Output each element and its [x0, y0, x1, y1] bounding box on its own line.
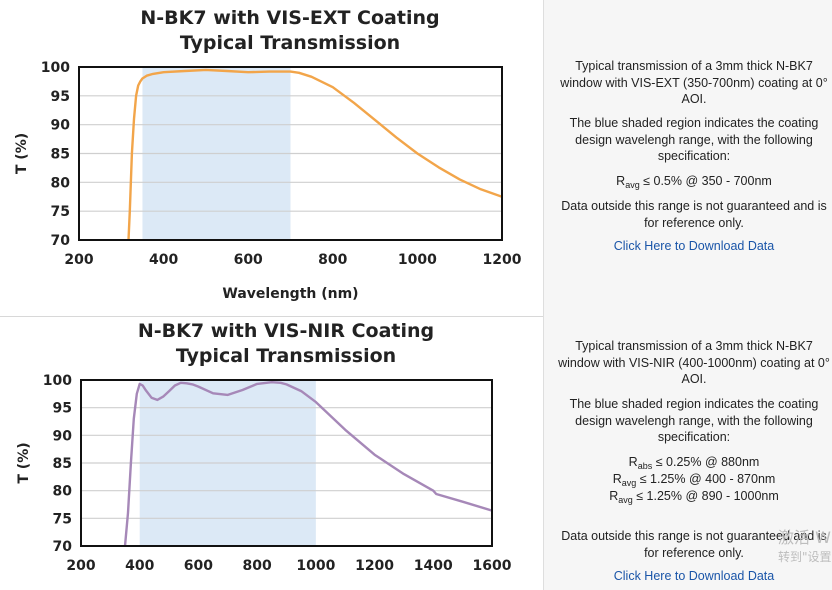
chart-title: N-BK7 with VIS-NIR Coating: [138, 320, 434, 342]
x-tick-label: 1200: [355, 558, 394, 574]
x-axis-label: Wavelength (nm): [222, 286, 358, 302]
y-tick-label: 75: [51, 204, 70, 220]
y-axis-label: T (%): [16, 442, 32, 483]
x-tick-label: 1200: [483, 252, 522, 268]
reference-note: Data outside this range is not guarantee…: [561, 199, 827, 230]
chart-cell-vis-ext: N-BK7 with VIS-EXT Coating Typical Transm…: [0, 0, 543, 316]
y-tick-label: 100: [41, 60, 70, 76]
bottom-panel: N-BK7 with VIS-NIR Coating Typical Transm…: [0, 316, 832, 590]
x-tick-label: 1000: [296, 558, 335, 574]
transmission-series-line: [127, 68, 502, 240]
download-data-link[interactable]: Click Here to Download Data: [613, 569, 775, 583]
x-tick-label: 200: [66, 558, 95, 574]
x-tick-label: 1000: [398, 252, 437, 268]
chart-vis-nir: N-BK7 with VIS-NIR Coating Typical Transm…: [16, 320, 512, 574]
y-tick-label: 90: [53, 428, 73, 444]
y-tick-label: 70: [51, 233, 71, 249]
y-tick-label: 85: [51, 147, 70, 163]
spec-line-1: Rabs ≤ 0.25% @ 880nm: [628, 455, 760, 471]
y-tick-label: 90: [51, 118, 71, 134]
y-tick-label: 80: [53, 484, 73, 500]
info-cell-vis-nir: Typical transmission of a 3mm thick N-BK…: [543, 316, 832, 590]
shaded-region-note: The blue shaded region indicates the coa…: [569, 116, 819, 163]
plot-frame: [80, 379, 493, 547]
x-tick-label: 400: [125, 558, 154, 574]
reference-note: Data outside this range is not guarantee…: [561, 529, 827, 560]
y-tick-label: 95: [51, 89, 70, 105]
y-axis-label: T (%): [14, 133, 30, 174]
y-tick-label: 70: [53, 539, 73, 555]
x-tick-label: 800: [318, 252, 347, 268]
spec-line-3: Ravg ≤ 1.25% @ 890 - 1000nm: [609, 489, 779, 505]
plot-frame: [78, 66, 503, 241]
y-tick-label: 85: [53, 456, 72, 472]
description-text: Typical transmission of a 3mm thick N-BK…: [560, 59, 828, 106]
activation-watermark-line1: 激活 W: [778, 528, 831, 547]
shaded-region-note: The blue shaded region indicates the coa…: [569, 397, 819, 444]
description-text: Typical transmission of a 3mm thick N-BK…: [558, 339, 830, 386]
chart-title: N-BK7 with VIS-EXT Coating: [140, 7, 439, 29]
x-tick-label: 400: [149, 252, 178, 268]
y-tick-label: 95: [53, 401, 72, 417]
activation-watermark-line2: 转到"设置: [778, 550, 832, 564]
y-tick-label: 75: [53, 511, 72, 527]
x-tick-label: 600: [184, 558, 213, 574]
y-tick-label: 100: [43, 373, 72, 389]
download-data-link[interactable]: Click Here to Download Data: [613, 239, 775, 253]
x-tick-label: 1400: [414, 558, 453, 574]
x-tick-label: 200: [64, 252, 93, 268]
x-tick-label: 600: [234, 252, 263, 268]
top-panel: N-BK7 with VIS-EXT Coating Typical Transm…: [0, 0, 832, 316]
y-tick-label: 80: [51, 175, 71, 191]
x-tick-label: 1600: [473, 558, 512, 574]
chart-cell-vis-nir: N-BK7 with VIS-NIR Coating Typical Transm…: [0, 316, 543, 590]
chart-subtitle: Typical Transmission: [180, 32, 400, 54]
chart-vis-ext: N-BK7 with VIS-EXT Coating Typical Transm…: [14, 7, 522, 302]
transmission-series-line: [123, 380, 492, 546]
chart-subtitle: Typical Transmission: [176, 345, 396, 367]
spec-line-2: Ravg ≤ 1.25% @ 400 - 870nm: [612, 472, 776, 488]
panel-divider: [0, 316, 832, 317]
x-tick-label: 800: [243, 558, 272, 574]
info-cell-vis-ext: Typical transmission of a 3mm thick N-BK…: [543, 0, 832, 316]
spec-line: Ravg ≤ 0.5% @ 350 - 700nm: [616, 174, 772, 190]
